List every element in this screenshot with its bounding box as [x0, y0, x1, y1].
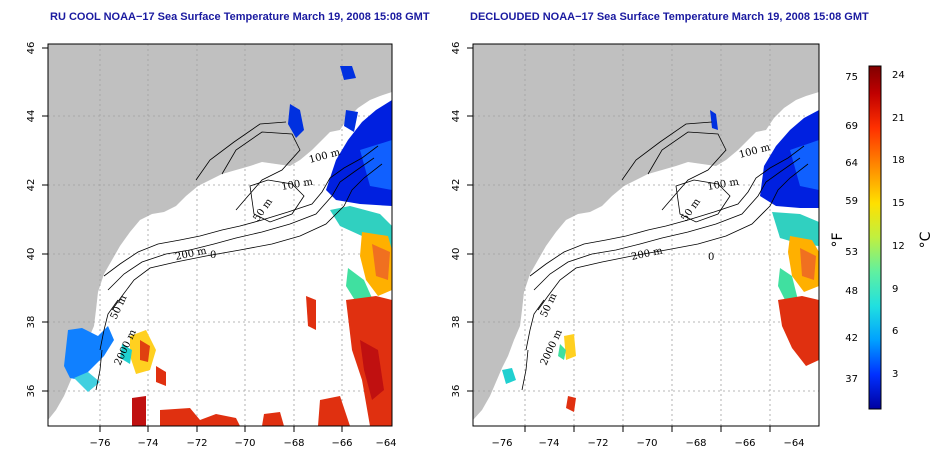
right-land: [473, 44, 819, 420]
left-lat-tick: 42: [26, 179, 37, 192]
left-contours: [95, 121, 383, 391]
right-lon-tick: −66: [734, 438, 755, 449]
c-tick: 6: [892, 326, 898, 337]
left-lat-tick: 36: [26, 385, 37, 398]
right-lon-tick: −64: [783, 438, 804, 449]
left-lon-tick: −74: [137, 438, 158, 449]
colorbar: 75 69 64 59 53 48 42 37 24 21 18 15 12 9…: [830, 65, 934, 410]
right-lon-tick: −74: [538, 438, 559, 449]
left-lon-ticks: −76 −74 −72 −70 −68 −66 −64: [89, 438, 396, 449]
left-lon-tick: −76: [89, 438, 110, 449]
right-label-0: 0: [708, 252, 714, 263]
right-lat-ticks: 36 38 40 42 44 46: [451, 42, 462, 398]
left-lat-tick: 38: [26, 316, 37, 329]
left-lon-tick: −66: [331, 438, 352, 449]
left-lon-tick: −70: [234, 438, 255, 449]
right-lon-ticks: −76 −74 −72 −70 −68 −66 −64: [491, 438, 804, 449]
left-lat-tick: 46: [26, 42, 37, 55]
left-lat-tick: 40: [26, 248, 37, 261]
left-map-frame: [47, 43, 393, 427]
f-tick: 53: [845, 247, 858, 258]
right-lat-tick: 44: [451, 110, 462, 123]
right-lon-tick: −70: [636, 438, 657, 449]
left-land: [48, 44, 392, 420]
left-map-title: RU COOL NOAA−17 Sea Surface Temperature …: [50, 11, 430, 23]
f-tick: 75: [845, 72, 858, 83]
right-lat-tick: 40: [451, 248, 462, 261]
left-sst-data: [64, 66, 392, 426]
f-tick: 59: [845, 196, 858, 207]
right-lon-tick: −72: [587, 438, 608, 449]
f-tick: 64: [845, 158, 858, 169]
right-map-frame: [472, 43, 820, 427]
colorbar-gradient: [868, 65, 882, 410]
left-lon-tick: −64: [375, 438, 396, 449]
right-lat-tick: 36: [451, 385, 462, 398]
right-lat-tick: 46: [451, 42, 462, 55]
f-tick: 37: [845, 374, 858, 385]
c-tick: 3: [892, 369, 898, 380]
right-sst-data: [502, 110, 819, 412]
left-map-panel: 100 m 100 m 50 m 200 m 50 m 2000 m 0 −76…: [26, 42, 397, 449]
left-lat-ticks: 36 38 40 42 44 46: [26, 42, 37, 398]
colorbar-fahrenheit-label: °F: [830, 232, 846, 247]
colorbar-fahrenheit-ticks: 75 69 64 59 53 48 42 37: [845, 72, 858, 385]
f-tick: 42: [845, 333, 858, 344]
left-lon-tick: −72: [186, 438, 207, 449]
colorbar-celsius-ticks: 24 21 18 15 12 9 6 3: [892, 70, 905, 380]
c-tick: 12: [892, 241, 905, 252]
colorbar-celsius-label: °C: [918, 231, 934, 248]
c-tick: 21: [892, 113, 905, 124]
left-lat-tick: 44: [26, 110, 37, 123]
right-lon-tick: −68: [685, 438, 706, 449]
right-map-title: DECLOUDED NOAA−17 Sea Surface Temperatur…: [470, 11, 869, 23]
c-tick: 24: [892, 70, 905, 81]
c-tick: 18: [892, 155, 905, 166]
left-label-0: 0: [210, 250, 216, 261]
right-map-panel: 100 m 100 m 50 m 200 m 50 m 2000 m 0 −76…: [451, 42, 820, 449]
right-lat-tick: 38: [451, 316, 462, 329]
c-tick: 9: [892, 284, 898, 295]
right-lon-tick: −76: [491, 438, 512, 449]
right-lat-tick: 42: [451, 179, 462, 192]
f-tick: 69: [845, 121, 858, 132]
right-contours: [521, 121, 809, 391]
left-lon-tick: −68: [283, 438, 304, 449]
f-tick: 48: [845, 286, 858, 297]
c-tick: 15: [892, 198, 905, 209]
